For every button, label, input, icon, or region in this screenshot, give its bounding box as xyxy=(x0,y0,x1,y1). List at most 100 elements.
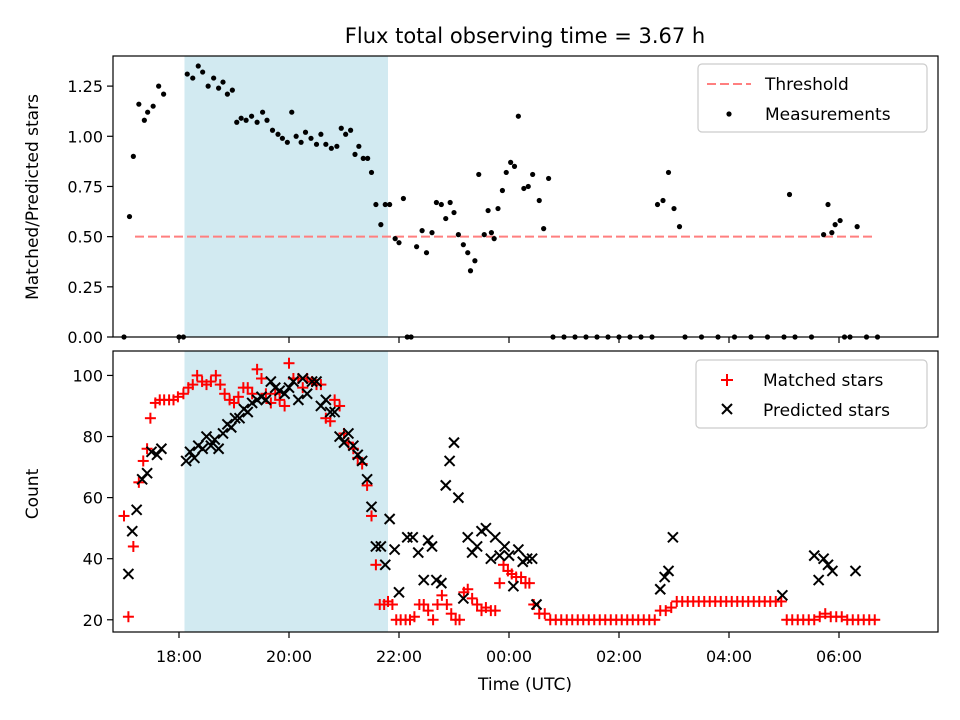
predicted-star-point xyxy=(287,375,300,388)
matched-star-point xyxy=(489,605,501,617)
xtick-label: 18:00 xyxy=(156,647,202,666)
bottom-ytick-label: 100 xyxy=(72,366,103,385)
predicted-star-point xyxy=(233,412,246,424)
predicted-star-point xyxy=(370,540,382,553)
matched-star-point xyxy=(251,363,263,375)
measurement-point xyxy=(334,143,340,149)
predicted-star-point xyxy=(412,546,424,559)
measurement-point xyxy=(302,129,309,135)
measurement-point xyxy=(200,69,206,75)
measurement-point xyxy=(275,131,281,137)
matched-star-point xyxy=(432,599,443,611)
predicted-star-point xyxy=(503,549,515,562)
matched-star-point xyxy=(177,388,189,400)
xtick-label: 04:00 xyxy=(706,647,752,666)
predicted-star-point xyxy=(212,443,225,455)
predicted-star-point xyxy=(658,571,671,583)
measurement-point xyxy=(365,155,371,161)
measurement-point xyxy=(234,119,240,125)
bottom-panel: 20 40 60 80 100 18:00 20:00 22:00 00:00 02:00 04:… xyxy=(23,350,939,695)
predicted-star-point xyxy=(498,540,511,553)
measurement-point xyxy=(472,258,478,264)
predicted-star-point xyxy=(361,473,373,485)
predicted-star-point xyxy=(225,421,237,434)
top-ytick-label: 1.25 xyxy=(67,77,103,96)
measurement-point xyxy=(260,109,266,115)
predicted-star-point xyxy=(822,559,834,571)
measurement-point xyxy=(289,109,295,115)
predicted-star-point xyxy=(352,449,364,461)
predicted-star-point xyxy=(489,531,501,544)
measurement-point xyxy=(460,242,466,248)
measurement-point xyxy=(503,169,509,176)
measurement-point xyxy=(467,268,474,274)
matched-star-point xyxy=(454,614,465,626)
measurement-point xyxy=(447,199,453,206)
top-ytick-label: 1.00 xyxy=(67,127,103,146)
measurement-point xyxy=(130,153,136,159)
predicted-star-point xyxy=(812,574,825,586)
bottom-ytick-label: 60 xyxy=(83,489,103,508)
matched-star-point xyxy=(256,372,267,384)
predicted-star-point xyxy=(328,406,341,418)
predicted-star-point xyxy=(145,446,158,458)
predicted-star-point xyxy=(471,540,483,553)
measurement-point xyxy=(676,224,683,230)
predicted-star-point xyxy=(242,406,254,418)
measurement-point xyxy=(387,201,393,208)
measurement-point xyxy=(485,207,491,214)
measurement-point xyxy=(476,171,482,178)
top-ytick-label: 0.50 xyxy=(67,228,103,247)
predicted-star-point xyxy=(141,467,153,479)
matched-star-point xyxy=(366,510,377,522)
measurement-point xyxy=(671,205,677,212)
measurement-point xyxy=(352,151,358,157)
xtick-label: 22:00 xyxy=(376,647,422,666)
top-ytick-label: 0.25 xyxy=(67,278,103,297)
measurement-point xyxy=(488,230,494,236)
predicted-star-point xyxy=(435,577,448,589)
predicted-star-point xyxy=(196,443,209,455)
measurement-point xyxy=(368,169,375,176)
matched-star-point xyxy=(329,394,341,406)
predicted-star-point xyxy=(388,543,401,556)
legend-matched-swatch xyxy=(721,374,733,386)
measurement-point xyxy=(373,201,379,208)
predicted-star-point xyxy=(122,568,135,580)
measurement-point xyxy=(298,139,304,145)
predicted-star-point xyxy=(338,436,350,449)
measurement-point xyxy=(829,230,835,236)
predicted-star-point xyxy=(200,430,213,443)
measurement-point xyxy=(821,232,827,238)
legend-matched-label: Matched stars xyxy=(763,371,883,391)
predicted-star-point xyxy=(278,388,291,400)
matched-star-point xyxy=(191,369,203,381)
matched-star-point xyxy=(127,540,139,552)
predicted-star-point xyxy=(356,455,368,467)
predicted-star-point xyxy=(667,531,679,544)
top-plot-frame xyxy=(112,55,939,338)
matched-star-point xyxy=(205,376,217,388)
measurement-point xyxy=(184,71,190,77)
matched-star-point xyxy=(137,455,149,467)
matched-star-point xyxy=(665,602,677,614)
predicted-star-point xyxy=(151,449,163,461)
measurement-point xyxy=(423,250,430,256)
top-legend: Threshold Measurements xyxy=(697,63,928,133)
predicted-star-point xyxy=(126,525,138,537)
measurement-point xyxy=(293,133,299,139)
xtick-label: 20:00 xyxy=(266,647,312,666)
measurement-point xyxy=(264,117,270,123)
measurement-point xyxy=(205,83,211,89)
measurement-point xyxy=(126,213,133,220)
predicted-star-point xyxy=(462,531,474,544)
measurement-point xyxy=(491,236,497,242)
measurement-point xyxy=(451,209,457,216)
bottom-shaded-interval xyxy=(184,351,388,632)
predicted-star-point xyxy=(155,443,168,455)
measurement-point xyxy=(515,113,521,119)
measurement-point xyxy=(786,191,793,198)
predicted-star-point xyxy=(301,388,313,400)
predicted-star-point xyxy=(379,559,391,571)
matched-star-point xyxy=(515,571,527,583)
